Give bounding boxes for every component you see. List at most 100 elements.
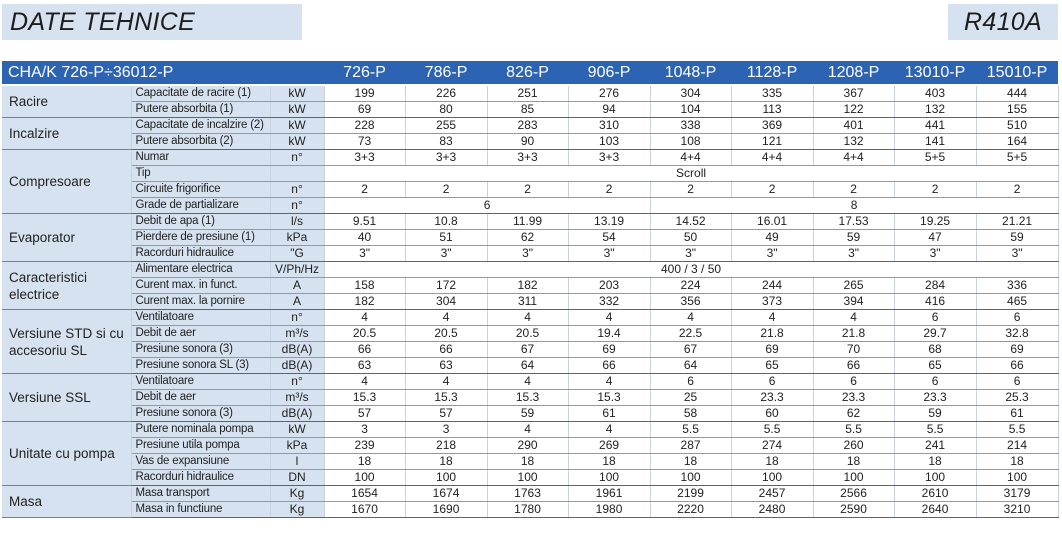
title-banner: DATE TEHNICE (2, 4, 302, 40)
table-row: Pierdere de presiune (1) kPa 40 51 62 54 50 49 5… (2, 229, 1059, 246)
unit-label: Kg (270, 501, 325, 518)
value-cell: 260 (813, 437, 895, 454)
value-cell: 15.3 (405, 389, 488, 406)
value-cell: 228 (324, 117, 406, 134)
value-cell: 50 (650, 229, 732, 246)
value-cell: 338 (650, 117, 732, 134)
parameter-label: Curent max. in funct. (131, 277, 271, 294)
value-cell: 100 (731, 469, 814, 486)
value-cell: 100 (405, 469, 488, 486)
value-cell: 2590 (813, 501, 895, 518)
model-header: 786-P (405, 61, 488, 86)
value-cell: 4 (324, 309, 406, 326)
value-cell: 356 (650, 293, 732, 310)
value-cell: 373 (731, 293, 814, 310)
table-row: Versiune STD si cu accesoriu SL Ventilato… (2, 309, 1059, 374)
value-cell: 4 (568, 421, 651, 438)
value-cell: 62 (813, 405, 895, 422)
parameter-label: Masa in functiune (131, 501, 271, 518)
parameter-label: Alimentare electrica (131, 261, 271, 278)
group-label: Caracteristici electrice (2, 261, 132, 310)
value-cell: 11.99 (487, 213, 569, 230)
value-cell: 367 (813, 85, 895, 102)
table-row: Presiune sonora (3) dB(A) 66 66 67 69 67 69 70 68… (2, 341, 1059, 358)
value-cell: 2457 (731, 485, 814, 502)
value-cell: 3+3 (568, 149, 651, 166)
value-cell: 23.3 (731, 389, 814, 406)
value-cell: 2 (324, 181, 406, 198)
unit-label (270, 165, 325, 182)
value-cell: 164 (976, 133, 1059, 150)
value-cell: 58 (650, 405, 732, 422)
table-row: Putere absorbita (1) kW 69 80 85 94 104 113 122 1… (2, 101, 1059, 118)
parameter-label: Racorduri hidraulice (131, 245, 271, 262)
value-cell: 6 (650, 373, 732, 390)
value-cell: 158 (324, 277, 406, 294)
value-cell: 67 (650, 341, 732, 358)
parameter-label: Capacitate de racire (1) (131, 85, 271, 102)
value-cell: 203 (568, 277, 651, 294)
value-cell: 274 (731, 437, 814, 454)
value-cell: 4 (405, 309, 488, 326)
value-cell: 5.5 (650, 421, 732, 438)
table-row: Debit de aer m³/s 20.5 20.5 20.5 19.4 22.5 21.8… (2, 325, 1059, 342)
unit-label: dB(A) (270, 357, 325, 374)
value-cell: 6 (894, 309, 977, 326)
value-cell: 2 (976, 181, 1059, 198)
merged-value-cell: 6 (324, 197, 651, 214)
value-cell: 94 (568, 101, 651, 118)
table-row: Putere absorbita (2) kW 73 83 90 103 108 121 132… (2, 133, 1059, 150)
value-cell: 310 (568, 117, 651, 134)
unit-label: kPa (270, 437, 325, 454)
value-cell: 1654 (324, 485, 406, 502)
value-cell: 6 (731, 373, 814, 390)
value-cell: 224 (650, 277, 732, 294)
parameter-label: Debit de aer (131, 325, 271, 342)
value-cell: 63 (405, 357, 488, 374)
value-cell: 3 (324, 421, 406, 438)
value-cell: 2 (731, 181, 814, 198)
value-cell: 214 (976, 437, 1059, 454)
value-cell: 66 (976, 357, 1059, 374)
value-cell: 4 (487, 421, 569, 438)
value-cell: 1780 (487, 501, 569, 518)
value-cell: 51 (405, 229, 488, 246)
value-cell: 3" (487, 245, 569, 262)
parameter-label: Curent max. la pornire (131, 293, 271, 310)
page-title: DATE TEHNICE (10, 7, 196, 36)
value-cell: 3+3 (487, 149, 569, 166)
value-cell: 54 (568, 229, 651, 246)
unit-label: m³/s (270, 389, 325, 406)
parameter-label: Vas de expansiune (131, 453, 271, 470)
value-cell: 21.8 (813, 325, 895, 342)
group-label: Evaporator (2, 213, 132, 262)
value-cell: 100 (487, 469, 569, 486)
value-cell: 18 (650, 453, 732, 470)
value-cell: 4+4 (650, 149, 732, 166)
value-cell: 70 (813, 341, 895, 358)
value-cell: 32.8 (976, 325, 1059, 342)
value-cell: 121 (731, 133, 814, 150)
merged-value-cell: 8 (650, 197, 1059, 214)
value-cell: 21.8 (731, 325, 814, 342)
unit-label: m³/s (270, 325, 325, 342)
value-cell: 465 (976, 293, 1059, 310)
value-cell: 66 (568, 357, 651, 374)
value-cell: 155 (976, 101, 1059, 118)
value-cell: 122 (813, 101, 895, 118)
value-cell: 244 (731, 277, 814, 294)
value-cell: 132 (813, 133, 895, 150)
parameter-label: Debit de apa (1) (131, 213, 271, 230)
value-cell: 57 (324, 405, 406, 422)
table-row: Vas de expansiune l 18 18 18 18 18 18 18 18 18 (2, 453, 1059, 470)
value-cell: 2480 (731, 501, 814, 518)
table-body: Racire Capacitate de racire (1) kW 199 226 25… (2, 85, 1059, 518)
value-cell: 132 (894, 101, 977, 118)
value-cell: 61 (976, 405, 1059, 422)
table-row: Tip Scroll (2, 165, 1059, 182)
merged-value-cell: 400 / 3 / 50 (324, 261, 1059, 278)
value-cell: 6 (894, 373, 977, 390)
unit-label: kW (270, 421, 325, 438)
value-cell: 3" (894, 245, 977, 262)
value-cell: 3210 (976, 501, 1059, 518)
